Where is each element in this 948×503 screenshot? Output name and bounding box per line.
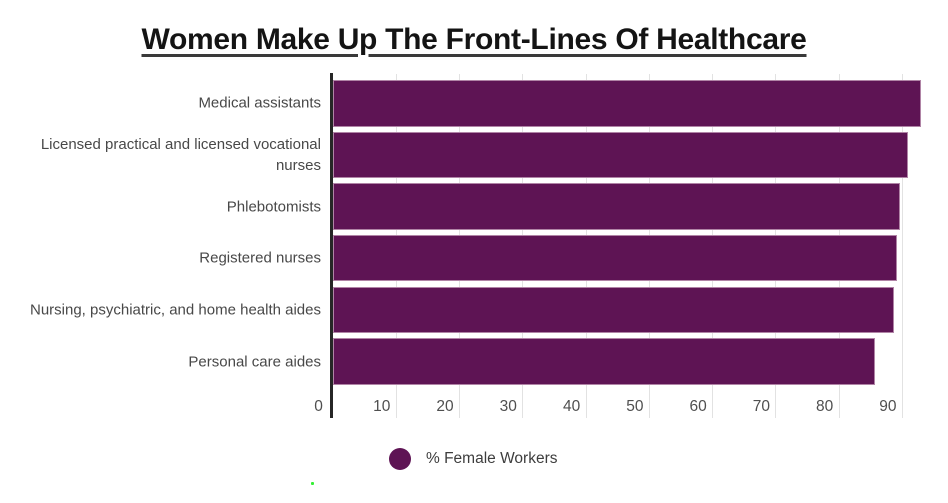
category-label-licensed-practical-and-licensed-vocational-nurses: Licensed practical and licensed vocation… — [40, 135, 321, 174]
x-tick-label-90: 90 — [879, 398, 897, 415]
x-tick-label-80: 80 — [816, 398, 834, 415]
bar-licensed-practical-and-licensed-vocational-nurses[interactable] — [333, 131, 909, 179]
x-tick-label-30: 30 — [499, 398, 517, 415]
bar-nursing-psychiatric-and-home-health-aides[interactable] — [333, 286, 894, 334]
x-tick-label-70: 70 — [752, 398, 770, 415]
x-tick-label-50: 50 — [626, 398, 644, 415]
x-tick-label-10: 10 — [373, 398, 391, 415]
legend-label: % Female Workers — [426, 450, 558, 467]
bar-medical-assistants[interactable] — [333, 80, 921, 127]
y-axis-line — [329, 73, 333, 418]
gridline-90 — [901, 74, 903, 418]
x-tick-label-60: 60 — [689, 398, 707, 415]
x-tick-label-0: 0 — [314, 398, 323, 415]
x-tick-label-20: 20 — [436, 398, 454, 415]
x-tick-label-40: 40 — [562, 398, 581, 415]
category-label-phlebotomists: Phlebotomists — [226, 198, 321, 216]
bar-registered-nurses[interactable] — [333, 234, 897, 282]
legend-item[interactable]: % Female Workers — [389, 448, 558, 470]
green-dot — [311, 482, 314, 485]
bar-personal-care-aides[interactable] — [333, 338, 876, 385]
category-label-registered-nurses: Registered nurses — [199, 249, 321, 267]
category-label-personal-care-aides: Personal care aides — [188, 353, 321, 371]
chart-title: Women Make Up The Front-Lines Of Healthc… — [141, 23, 807, 56]
bar-phlebotomists[interactable] — [333, 183, 900, 230]
legend-marker-icon — [389, 448, 411, 470]
category-label-nursing-psychiatric-and-home-health-aides: Nursing, psychiatric, and home health ai… — [30, 301, 321, 319]
category-label-medical-assistants: Medical assistants — [198, 94, 321, 112]
